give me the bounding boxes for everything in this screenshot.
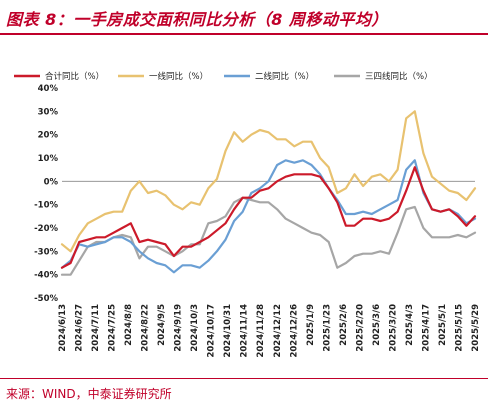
x-axis-ticks: 2024/6/13 2024/6/27 2024/7/11 2024/7/25 2024… [58, 304, 481, 358]
source-rule [0, 378, 488, 379]
x-tick-label: 2025/5/1 [438, 304, 448, 346]
x-tick-label: 2025/1/23 [322, 304, 332, 352]
x-tick-label: 2024/7/11 [91, 304, 101, 352]
legend-label: 合计同比（%） [45, 71, 104, 82]
x-tick-label: 2024/12/26 [289, 304, 299, 358]
x-tick-label: 2024/10/17 [207, 304, 217, 358]
y-tick-label: 40% [38, 84, 59, 94]
x-tick-label: 2024/12/12 [273, 304, 283, 358]
x-tick-label: 2024/9/19 [174, 304, 184, 352]
x-tick-label: 2024/8/8 [124, 304, 134, 346]
x-tick-label: 2025/1/9 [306, 304, 316, 346]
x-tick-label: 2024/11/28 [256, 304, 266, 358]
series-line-1 [60, 110, 477, 253]
x-tick-label: 2025/5/29 [471, 304, 481, 352]
x-tick-label: 2024/9/5 [157, 304, 167, 346]
chart-title: 图表 8：一手房成交面积同比分析（8 周移动平均） [6, 10, 388, 29]
series-lines [60, 110, 477, 276]
y-tick-label: -30% [34, 247, 58, 257]
x-tick-label: 2024/7/25 [108, 304, 118, 352]
series-line-2 [60, 159, 477, 274]
y-tick-label: 30% [38, 107, 59, 117]
y-tick-label: -20% [34, 224, 58, 234]
x-tick-label: 2024/11/14 [240, 304, 250, 358]
x-tick-label: 2024/10/31 [223, 304, 233, 358]
x-tick-label: 2025/2/6 [339, 304, 349, 346]
y-tick-label: -10% [34, 201, 58, 211]
x-tick-label: 2024/8/22 [141, 304, 151, 352]
legend: 合计同比（%） 一线同比（%） 二线同比（%） 三四线同比（%） [14, 71, 433, 82]
legend-label: 一线同比（%） [149, 71, 208, 82]
y-tick-label: 0% [44, 177, 59, 187]
y-tick-label: -40% [34, 271, 58, 281]
y-tick-label: -50% [34, 294, 58, 304]
x-tick-label: 2025/2/20 [355, 304, 365, 352]
x-tick-label: 2024/10/3 [190, 304, 200, 352]
title-rule [0, 33, 488, 35]
y-tick-label: 20% [38, 131, 59, 141]
series-line-0 [60, 166, 477, 269]
y-axis-ticks: 40% 30% 20% 10% 0% -10% -20% -30% -40% -50% [34, 84, 58, 304]
legend-label: 二线同比（%） [255, 71, 314, 82]
x-tick-label: 2025/3/6 [372, 304, 382, 346]
x-tick-label: 2025/4/17 [421, 304, 431, 352]
x-tick-label: 2024/6/13 [58, 304, 68, 352]
x-tick-label: 2025/5/15 [454, 304, 464, 352]
y-tick-label: 10% [38, 154, 59, 164]
line-chart: 40% 30% 20% 10% 0% -10% -20% -30% -40% -50% 2024/… [14, 71, 481, 358]
series-line-3 [60, 196, 477, 276]
x-tick-label: 2024/6/27 [75, 304, 85, 352]
legend-label: 三四线同比（%） [365, 71, 433, 82]
source-note: 来源：WIND，中泰证券研究所 [6, 387, 172, 401]
x-tick-label: 2025/4/3 [405, 304, 415, 346]
x-tick-label: 2025/3/20 [388, 304, 398, 352]
